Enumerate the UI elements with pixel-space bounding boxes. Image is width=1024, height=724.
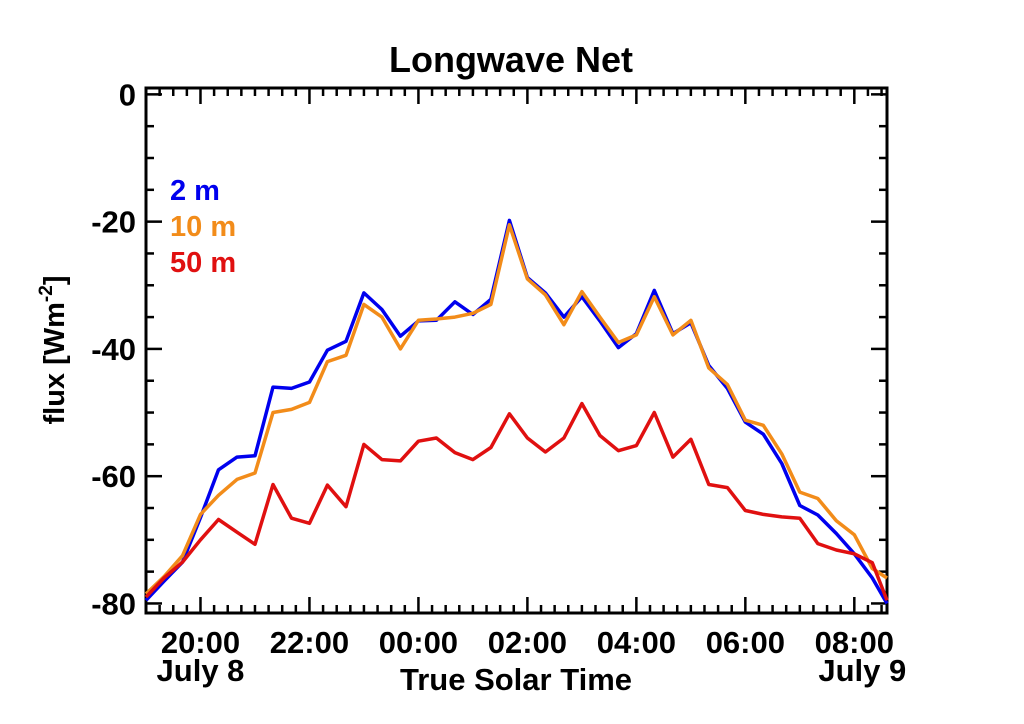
legend-entry: 50 m xyxy=(170,247,236,279)
series-line-2 xyxy=(144,223,888,596)
chart-title: Longwave Net xyxy=(389,39,633,80)
x-tick-label: 20:00 xyxy=(161,625,240,660)
x-tick-label: 06:00 xyxy=(706,625,785,660)
x-tick-sublabel: July 9 xyxy=(818,653,906,688)
x-tick-label: 02:00 xyxy=(488,625,567,660)
x-tick-label: 22:00 xyxy=(270,625,349,660)
x-tick-sublabel: July 8 xyxy=(157,653,245,688)
x-tick-label: 08:00 xyxy=(815,625,894,660)
y-tick-label: -80 xyxy=(91,586,136,621)
legend: 2 m 10 m 50 m xyxy=(170,175,236,279)
y-tick-label: -40 xyxy=(91,332,136,367)
legend-entry: 2 m xyxy=(170,175,220,207)
x-tick-label: 00:00 xyxy=(379,625,458,660)
y-axis-label-sup: -2 xyxy=(36,285,57,302)
x-axis-label: True Solar Time xyxy=(400,662,632,697)
legend-entry: 10 m xyxy=(170,211,236,243)
x-tick-label: 04:00 xyxy=(597,625,676,660)
plot-frame xyxy=(144,86,889,615)
series-layer xyxy=(144,218,889,605)
y-axis-label-main: flux [Wm xyxy=(39,302,71,424)
y-axis-label-close: ] xyxy=(39,275,71,285)
y-axis-label: flux [Wm-2] xyxy=(36,275,71,424)
series-line-1 xyxy=(144,218,889,605)
y-tick-label: -20 xyxy=(91,205,136,240)
series-line-3 xyxy=(144,401,889,601)
y-tick-label: -60 xyxy=(91,459,136,494)
y-tick-label: 0 xyxy=(119,77,136,112)
